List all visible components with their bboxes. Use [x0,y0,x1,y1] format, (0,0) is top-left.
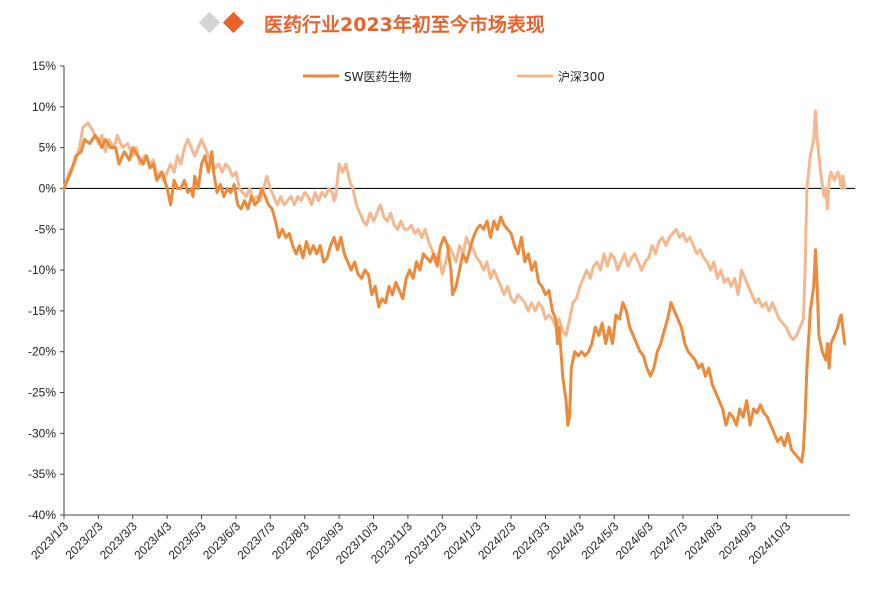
y-tick-label: -10% [28,263,56,277]
diamond-orange-icon [222,11,245,34]
y-tick-label: 5% [39,141,57,155]
y-tick-label: -15% [28,304,56,318]
y-tick-label: -35% [28,467,56,481]
legend: SW医药生物 沪深300 [303,70,605,84]
y-tick-label: -25% [28,386,56,400]
y-tick-label: -5% [35,222,57,236]
y-tick-label: 15% [32,59,56,73]
chart-title: 医药行业2023年初至今市场表现 [264,13,545,36]
y-ticks: 15% 10% 5% 0% -5% -10% -15% -20% -25% -30% -35% -40… [28,59,64,522]
x-ticks: 2023/1/32023/2/32023/3/32023/4/32023/5/3… [28,515,794,567]
y-tick-label: -30% [28,426,56,440]
y-tick-label: -20% [28,345,56,359]
series-line-hs300 [62,109,847,341]
diamond-grey-icon [198,11,221,34]
chart-title-group: 医药行业2023年初至今市场表现 [198,11,545,36]
y-tick-label: 0% [39,181,57,195]
y-tick-label: 10% [32,100,56,114]
legend-label-sw: SW医药生物 [344,70,411,84]
series-group [62,109,847,464]
legend-label-hs300: 沪深300 [558,70,605,84]
series-line-sw [62,133,847,464]
y-tick-label: -40% [28,508,56,522]
